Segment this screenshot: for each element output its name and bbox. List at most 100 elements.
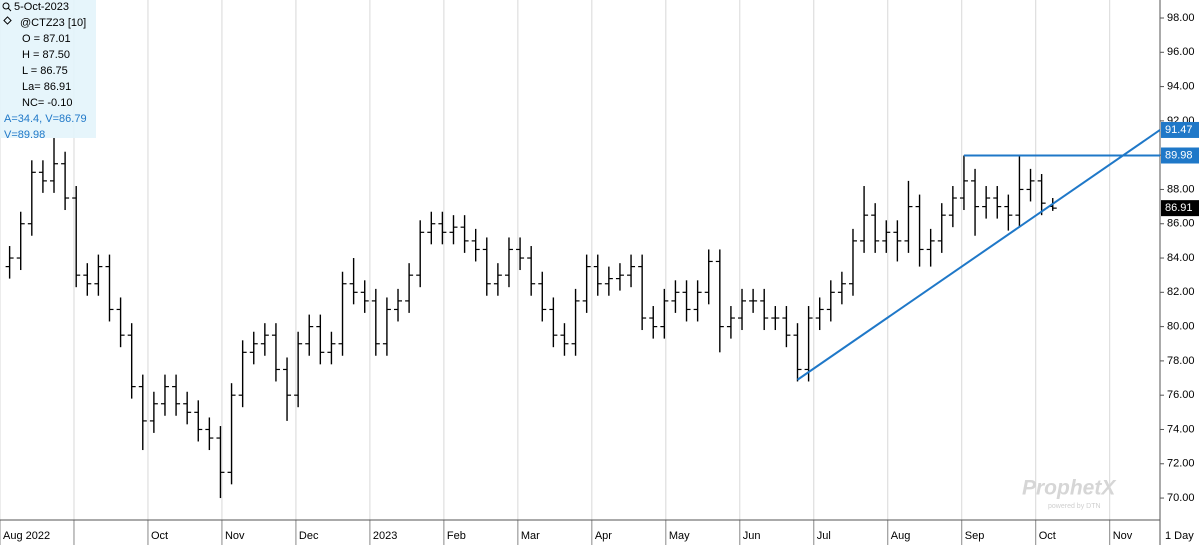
- ohlc-bar: [283, 357, 292, 421]
- ohlc-bar: [216, 426, 225, 499]
- ohlc-bar: [937, 203, 946, 253]
- ohlc-bar: [416, 220, 425, 288]
- ohlc-bar: [715, 249, 724, 353]
- ohlc-bar: [604, 266, 613, 296]
- ohlc-bar: [294, 331, 303, 408]
- x-tick-label: Aug: [891, 530, 911, 542]
- ohlc-bar: [948, 186, 957, 228]
- y-tick-label: 72.00: [1167, 458, 1195, 470]
- y-tick-label: 94.00: [1167, 80, 1195, 92]
- x-tick-label: Jul: [817, 530, 831, 542]
- y-tick-label: 82.00: [1167, 286, 1195, 298]
- ohlc-bar: [571, 288, 580, 356]
- info-line: L = 86.75: [22, 65, 68, 77]
- ohlc-bar: [848, 228, 857, 296]
- ohlc-bar: [61, 151, 70, 211]
- ohlc-bar: [516, 237, 525, 271]
- ohlc-bar: [804, 306, 813, 382]
- diamond-icon: [3, 16, 12, 25]
- ohlc-bar: [660, 288, 669, 339]
- ohlc-bar: [471, 228, 480, 262]
- ohlc-bar: [427, 211, 436, 245]
- ohlc-bar: [227, 383, 236, 485]
- ohlc-bar: [860, 186, 869, 253]
- ohlc-bar: [38, 160, 47, 193]
- info-line: 5-Oct-2023: [14, 1, 69, 13]
- y-tick-label: 76.00: [1167, 389, 1195, 401]
- ohlc-bar: [527, 246, 536, 296]
- ohlc-bar: [738, 288, 747, 331]
- y-tick-label: 98.00: [1167, 12, 1195, 24]
- ohlc-bar: [771, 306, 780, 331]
- y-tick-label: 78.00: [1167, 355, 1195, 367]
- info-line: O = 87.01: [22, 33, 71, 45]
- x-tick-label: Nov: [1113, 530, 1133, 542]
- ohlc-bar: [504, 237, 513, 288]
- ohlc-bar: [882, 220, 891, 253]
- x-tick-label: Oct: [151, 530, 168, 542]
- x-tick-label: Nov: [225, 530, 245, 542]
- x-tick-label: Apr: [595, 530, 612, 542]
- last-price-label: 86.91: [1165, 202, 1193, 214]
- ohlc-bar: [238, 340, 247, 408]
- ohlc-bar: [172, 374, 181, 416]
- ohlc-bar: [760, 288, 769, 331]
- y-tick-label: 88.00: [1167, 183, 1195, 195]
- price-flag: [1161, 121, 1199, 138]
- ohlc-bar: [438, 211, 447, 245]
- ohlc-bar: [1026, 168, 1035, 202]
- x-tick-label: Dec: [299, 530, 319, 542]
- x-tick-label: Jun: [743, 530, 761, 542]
- ohlc-bar: [405, 263, 414, 313]
- info-line: V=89.98: [4, 129, 45, 141]
- ohlc-bar: [982, 186, 991, 219]
- y-tick-label: 80.00: [1167, 321, 1195, 333]
- search-icon-handle: [7, 7, 12, 12]
- x-tick-label: Oct: [1039, 530, 1056, 542]
- ohlc-bar: [904, 180, 913, 253]
- x-tick-label: Mar: [521, 530, 540, 542]
- ohlc-bar: [138, 374, 147, 451]
- ohlc-bar: [749, 288, 758, 313]
- ohlc-bar: [116, 297, 125, 348]
- ohlc-bar: [693, 280, 702, 322]
- ohlc-bar: [549, 297, 558, 348]
- ohlc-bar: [671, 280, 680, 313]
- ohlc-bar: [349, 258, 358, 305]
- info-line: A=34.4, V=86.79: [4, 113, 87, 125]
- ohlc-bar: [183, 391, 192, 425]
- ohlc-bar: [871, 203, 880, 253]
- ohlc-bar: [27, 160, 36, 236]
- ohlc-bar: [327, 331, 336, 365]
- ohlc-bar: [926, 228, 935, 267]
- watermark-sub: powered by DTN: [1048, 503, 1101, 510]
- ohlc-bar: [893, 220, 902, 262]
- ohlc-bar: [205, 417, 214, 451]
- search-icon: [2, 2, 10, 10]
- ohlc-bar: [5, 246, 14, 279]
- ohlc-bar: [460, 215, 469, 253]
- y-tick-label: 86.00: [1167, 218, 1195, 230]
- watermark: ProphetX: [1022, 477, 1117, 500]
- ohlc-bar: [105, 254, 114, 322]
- trendline: [796, 129, 1161, 381]
- ohlc-bar: [915, 194, 924, 267]
- ohlc-bar: [50, 138, 59, 193]
- ohlc-bar: [16, 211, 25, 271]
- ohlc-bar: [538, 271, 547, 322]
- ohlc-bar: [249, 331, 258, 365]
- ohlc-bar: [482, 237, 491, 296]
- ohlc-bar: [194, 400, 203, 442]
- ohlc-bar: [1015, 155, 1024, 228]
- ohlc-bar: [993, 186, 1002, 219]
- ohlc-bar: [638, 254, 647, 331]
- ohlc-bar: [793, 323, 802, 382]
- info-line: H = 87.50: [22, 49, 70, 61]
- ohlc-bar: [493, 263, 502, 296]
- price-flag: [1161, 147, 1199, 164]
- x-tick-label: 2023: [373, 530, 397, 542]
- ohlc-bar: [1004, 194, 1013, 231]
